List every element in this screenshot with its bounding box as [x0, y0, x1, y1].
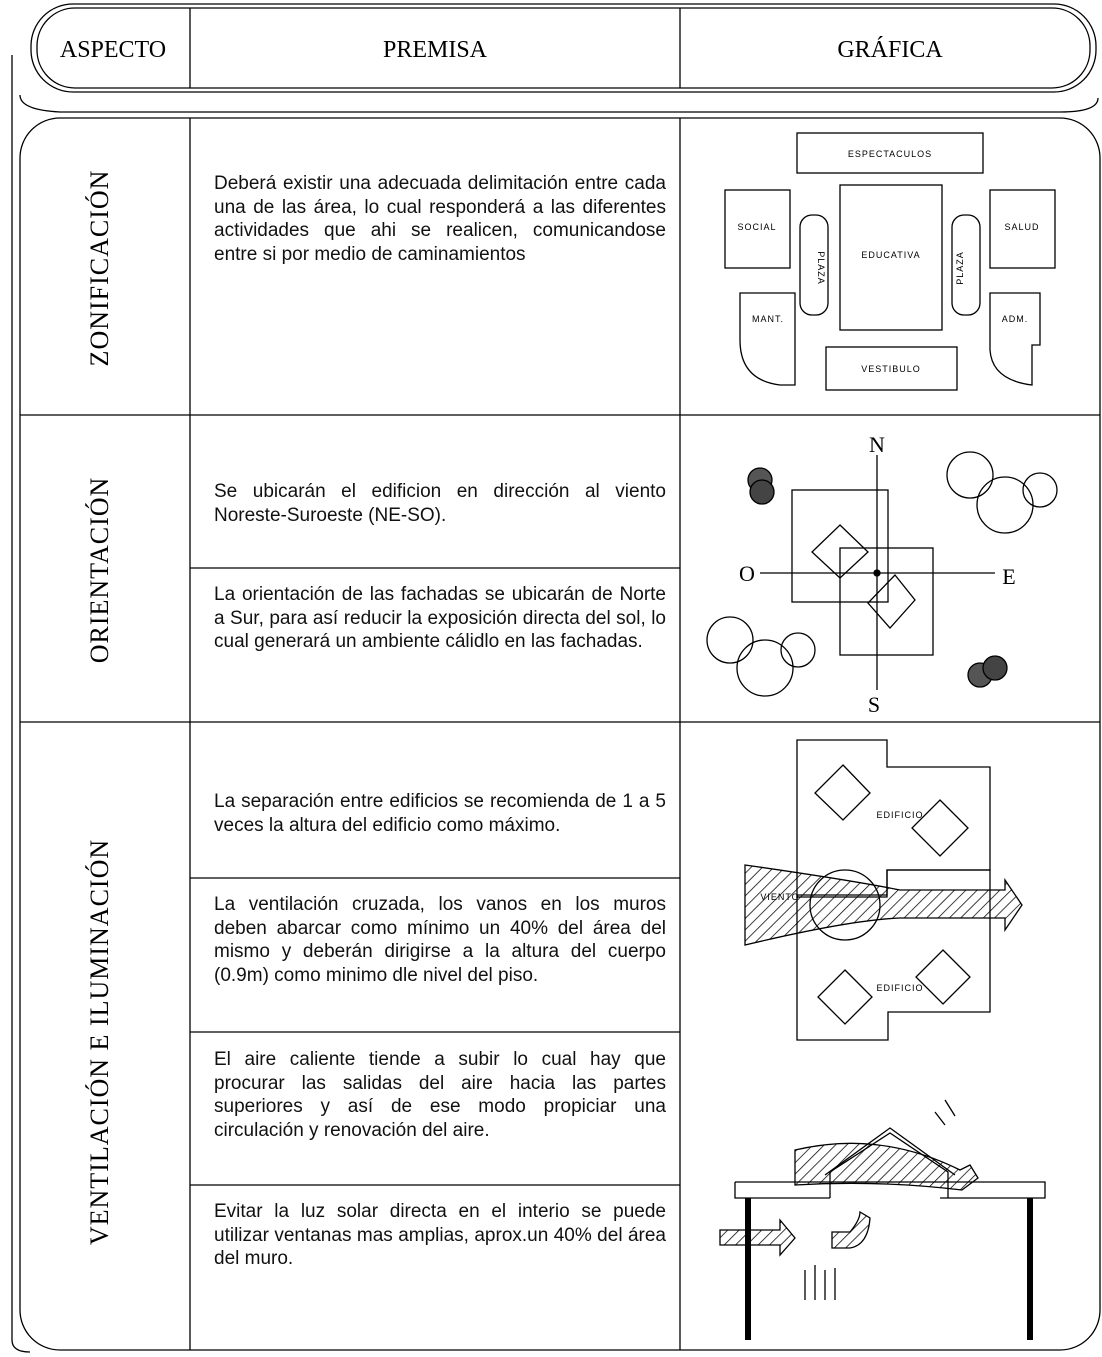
- bracket: [19, 94, 1099, 113]
- diagram-label: PLAZA: [816, 251, 826, 285]
- diagram-label: ADM.: [1002, 314, 1029, 324]
- premise: La separación entre edificios se recomie…: [214, 791, 666, 836]
- aspect-label: ZONIFICACIÓN: [85, 170, 114, 367]
- diagram-label: EDIFICIO: [876, 983, 923, 993]
- diagram-label: EDUCATIVA: [861, 250, 920, 260]
- diagram-label: VIENTO: [760, 892, 799, 902]
- compass-label: N: [869, 432, 885, 457]
- aspect-label: ORIENTACIÓN: [85, 477, 114, 664]
- bracket: [11, 55, 31, 1353]
- premise: Evitar la luz solar directa en el interi…: [214, 1201, 666, 1269]
- orientation-diagram: [706, 451, 1058, 697]
- body-frame: [19, 117, 1101, 1351]
- ventilation-section: [719, 1099, 1046, 1340]
- premise: La orientación de las fachadas se ubicar…: [214, 584, 666, 652]
- diagram-label: SALUD: [1004, 222, 1039, 232]
- premise: Deberá existir una adecuada delimitación…: [214, 173, 666, 265]
- header-frame-outer: [30, 3, 1097, 93]
- column-header: GRÁFICA: [837, 37, 943, 63]
- column-header: PREMISA: [383, 37, 488, 63]
- diagram-label: ESPECTACULOS: [848, 149, 932, 159]
- premise: El aire caliente tiende a subir lo cual …: [214, 1049, 666, 1141]
- zoning-diagram: [724, 132, 1056, 391]
- premise: Se ubicarán el edificion en dirección al…: [214, 481, 666, 526]
- compass-label: S: [868, 692, 880, 717]
- ventilation-plan: [744, 739, 1023, 1041]
- compass-label: O: [739, 561, 755, 586]
- column-header: ASPECTO: [60, 37, 166, 63]
- diagram-label: VESTIBULO: [861, 364, 921, 374]
- diagram-label: EDIFICIO: [876, 810, 923, 820]
- diagram-label: PLAZA: [955, 251, 965, 285]
- diagram-label: SOCIAL: [737, 222, 776, 232]
- premise: La ventilación cruzada, los vanos en los…: [214, 894, 666, 986]
- aspect-label: VENTILACIÓN E ILUMINACIÓN: [85, 839, 114, 1245]
- compass-label: E: [1002, 564, 1015, 589]
- diagram-label: MANT.: [752, 314, 784, 324]
- header-frame: [36, 7, 1091, 89]
